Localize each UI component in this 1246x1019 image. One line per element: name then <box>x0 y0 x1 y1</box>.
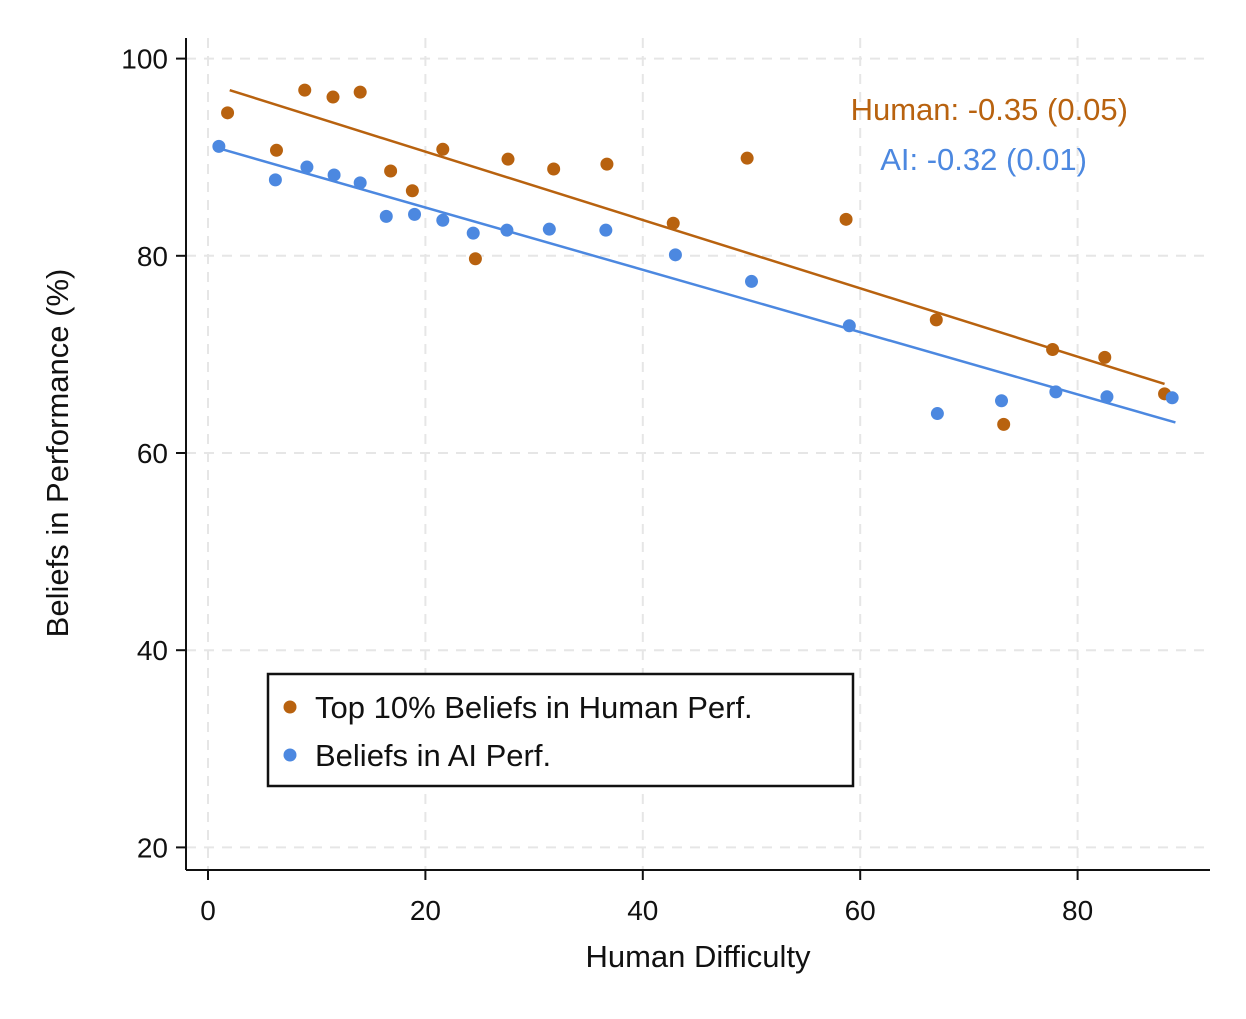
data-point-0-6 <box>405 184 419 198</box>
data-point-0-14 <box>839 212 853 226</box>
data-point-1-12 <box>668 248 682 262</box>
y-tick-label-40: 40 <box>137 635 168 666</box>
data-point-0-8 <box>468 252 482 266</box>
fit-line-0 <box>229 88 1165 386</box>
data-point-1-2 <box>300 160 314 174</box>
data-point-1-5 <box>379 209 393 223</box>
x-tick-label-0: 0 <box>200 895 216 926</box>
data-point-0-7 <box>436 142 450 156</box>
data-point-0-11 <box>600 157 614 171</box>
legend-box <box>266 672 855 788</box>
data-point-0-15 <box>929 313 943 327</box>
fit-line-1 <box>218 147 1176 424</box>
data-point-1-3 <box>327 168 341 182</box>
data-point-1-6 <box>408 207 422 221</box>
data-point-1-9 <box>500 223 514 237</box>
y-tick-label-60: 60 <box>137 438 168 469</box>
legend: Top 10% Beliefs in Human Perf. Beliefs i… <box>266 672 855 788</box>
y-tick-label-100: 100 <box>121 44 168 75</box>
y-tick-label-20: 20 <box>137 832 168 863</box>
data-point-1-13 <box>745 274 758 288</box>
data-point-0-3 <box>326 90 340 104</box>
data-point-0-10 <box>547 162 561 176</box>
y-tick-label-80: 80 <box>137 241 168 272</box>
data-point-0-13 <box>740 151 754 165</box>
legend-marker-human <box>283 700 297 714</box>
data-point-0-16 <box>997 417 1011 431</box>
data-point-1-14 <box>842 319 856 333</box>
data-point-0-2 <box>298 83 312 97</box>
data-point-1-1 <box>268 173 282 187</box>
legend-label-human: Top 10% Beliefs in Human Perf. <box>315 690 753 725</box>
x-tick-label-80: 80 <box>1062 895 1093 926</box>
data-point-0-17 <box>1046 342 1060 356</box>
data-point-0-12 <box>666 216 680 230</box>
legend-marker-ai <box>283 748 297 762</box>
data-point-0-4 <box>353 85 367 99</box>
data-points <box>212 83 1179 431</box>
data-point-1-7 <box>436 213 450 227</box>
fit-lines <box>218 88 1176 424</box>
data-point-1-11 <box>599 223 613 237</box>
data-point-0-9 <box>501 152 515 166</box>
axis-ticks: 0 20 40 60 80 20 40 60 80 100 <box>121 44 1093 926</box>
data-point-1-4 <box>353 176 367 190</box>
x-tick-label-20: 20 <box>410 895 441 926</box>
data-point-1-19 <box>1165 391 1179 405</box>
annotation-ai-slope: AI: -0.32 (0.01) <box>880 142 1087 177</box>
data-point-0-18 <box>1098 350 1112 364</box>
data-point-1-18 <box>1100 390 1114 404</box>
data-point-1-16 <box>995 394 1009 408</box>
x-axis-title: Human Difficulty <box>585 939 811 974</box>
data-point-0-1 <box>269 143 283 157</box>
y-axis-title: Beliefs in Performance (%) <box>40 269 75 638</box>
data-point-0-0 <box>221 106 235 120</box>
legend-label-ai: Beliefs in AI Perf. <box>315 738 551 773</box>
data-point-0-5 <box>384 164 398 178</box>
x-tick-label-60: 60 <box>845 895 876 926</box>
data-point-1-0 <box>212 139 226 153</box>
x-tick-label-40: 40 <box>627 895 658 926</box>
data-point-1-8 <box>466 226 480 240</box>
data-point-1-17 <box>1049 385 1063 399</box>
data-point-1-10 <box>542 222 556 236</box>
annotation-human-slope: Human: -0.35 (0.05) <box>851 92 1128 127</box>
data-point-1-15 <box>930 407 944 421</box>
